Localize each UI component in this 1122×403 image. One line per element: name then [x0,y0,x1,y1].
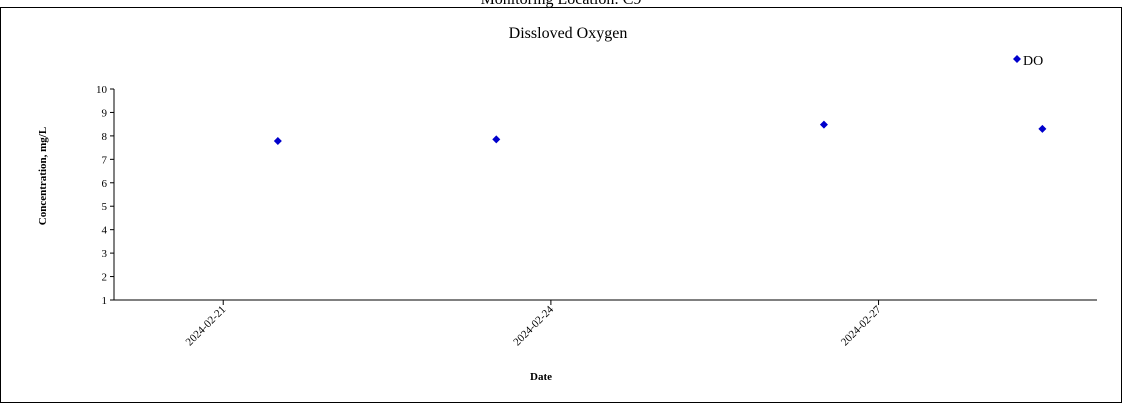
y-tick-label: 9 [102,107,108,119]
x-tick-label: 2024-02-24 [511,303,556,348]
y-tick-label: 10 [96,84,108,96]
y-tick-label: 3 [102,248,108,260]
data-point [273,137,282,146]
y-tick-label: 7 [102,154,108,166]
legend-marker-icon [1013,55,1021,63]
x-axis-label: Date [530,371,552,383]
y-tick-label: 1 [102,295,108,307]
chart-title: Dissloved Oxygen [509,25,628,42]
y-axis-label: Concentration, mg/L [37,127,49,225]
data-markers [273,120,1047,146]
legend: DO [1013,54,1043,69]
y-tick-label: 2 [102,272,108,284]
y-tick-label: 6 [102,178,108,190]
data-point [492,135,501,144]
y-tick-label: 8 [102,131,108,143]
data-point [819,120,828,129]
chart-border [0,7,1122,403]
y-tick-label: 4 [102,225,108,237]
data-point [1038,124,1047,133]
page-title: Monitoring Location: C9 [0,0,1122,8]
x-ticks: 2024-02-21 2024-02-24 2024-02-27 [184,300,884,348]
y-ticks: 1 2 3 4 5 6 7 8 9 10 [96,84,114,307]
x-tick-label: 2024-02-21 [184,304,229,349]
x-tick-label: 2024-02-27 [839,303,884,348]
legend-label: DO [1023,54,1043,69]
y-tick-label: 5 [102,201,108,213]
